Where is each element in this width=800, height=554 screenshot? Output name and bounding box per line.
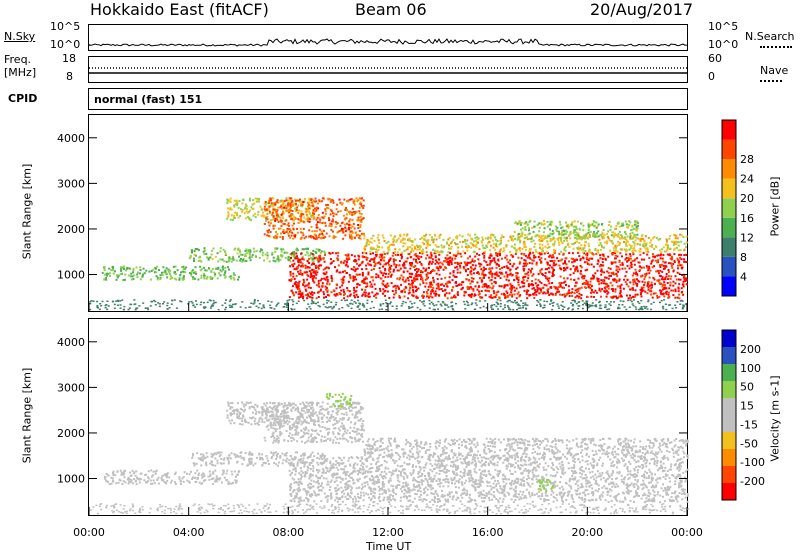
- velocity-colorbar-tick-3: 15: [740, 400, 754, 413]
- power-colorbar-cell-1: [722, 256, 736, 277]
- velocity-region-4: [288, 455, 689, 504]
- velocity-colorbar-tick-5: -50: [740, 437, 758, 450]
- velocity-colorbar-cell-1: [722, 466, 736, 483]
- velocity-colorbar-cell-4: [722, 415, 736, 432]
- velocity-colorbar-cell-0: [722, 483, 736, 500]
- velocity-colorbar-tick-6: -100: [740, 456, 765, 469]
- xtick-label-1: 04:00: [173, 526, 205, 539]
- nsky-panel: [88, 24, 688, 51]
- power-ytick-label-2: 3000: [57, 177, 85, 190]
- xtick-label-3: 12:00: [372, 526, 404, 539]
- nave-tick-top: 60: [708, 52, 722, 65]
- xtick-label-2: 08:00: [272, 526, 304, 539]
- power-region-6: [513, 219, 639, 240]
- xtick-label-5: 20:00: [571, 526, 603, 539]
- power-ytick-label-1: 2000: [57, 223, 85, 236]
- velocity-ytick-label-2: 3000: [57, 381, 85, 394]
- freq-tick-bottom: 8: [66, 70, 73, 83]
- power-colorbar-cell-4: [722, 198, 736, 218]
- time-xlabel: Time UT: [366, 540, 412, 553]
- nsky-label: N.Sky: [4, 30, 36, 43]
- power-ytick-label-0: 1000: [57, 269, 85, 282]
- power-region-0: [101, 265, 240, 281]
- xtick-label-4: 16:00: [472, 526, 504, 539]
- cpid-label: CPID: [8, 92, 38, 105]
- velocity-ytick-label-1: 2000: [57, 427, 85, 440]
- power-region-3: [263, 197, 365, 241]
- date-label: 20/Aug/2017: [590, 0, 694, 19]
- velocity-panel: [88, 318, 688, 516]
- power-colorbar-cell-2: [722, 237, 736, 257]
- nsky-tick-bottom: 10^0: [50, 38, 81, 51]
- nave-tick-bottom: 0: [708, 70, 715, 83]
- power-colorbar-cell-8: [722, 120, 736, 140]
- radar-title: Hokkaido East (fitACF): [90, 0, 269, 19]
- power-region-1: [188, 247, 327, 263]
- power-colorbar-cell-0: [722, 276, 736, 296]
- power-colorbar-cell-7: [722, 139, 736, 160]
- power-colorbar-tick-0: 4: [740, 270, 747, 283]
- power-ground-band: [89, 299, 687, 311]
- freq-label: Freq.: [4, 53, 32, 66]
- nsearch-legend-line: [760, 46, 792, 48]
- power-ytick-label-3: 4000: [57, 132, 85, 145]
- velocity-region-3: [263, 401, 365, 445]
- power-colorbar-frame: [721, 119, 737, 297]
- power-colorbar-tick-6: 28: [740, 153, 754, 166]
- velocity-colorbar-cell-3: [722, 432, 736, 449]
- nave-label: Nave: [760, 64, 789, 77]
- velocity-region-5: [325, 392, 353, 408]
- freq-unit-label: [MHz]: [4, 66, 37, 79]
- freq-panel: [88, 56, 688, 83]
- beam-label: Beam 06: [355, 0, 427, 19]
- velocity-colorbar-tick-0: 200: [740, 343, 761, 356]
- velocity-region-1: [191, 451, 328, 467]
- velocity-colorbar-cell-7: [722, 364, 736, 381]
- nsearch-tick-bottom: 10^0: [708, 38, 739, 51]
- cpid-value: normal (fast) 151: [94, 93, 203, 106]
- velocity-colorbar-cell-6: [722, 381, 736, 398]
- velocity-colorbar-cell-5: [722, 398, 736, 415]
- power-colorbar-tick-1: 8: [740, 251, 747, 264]
- power-colorbar-tick-2: 12: [740, 231, 754, 244]
- cpid-panel: [88, 88, 688, 110]
- power-region-4: [288, 251, 688, 300]
- velocity-colorbar-cell-8: [722, 347, 736, 364]
- velocity-ytick-label-0: 1000: [57, 473, 85, 486]
- velocity-ground-band: [90, 503, 689, 515]
- nsky-tick-top: 10^5: [50, 20, 81, 33]
- velocity-colorbar-tick-7: -200: [740, 475, 765, 488]
- velocity-ytick-label-3: 4000: [57, 336, 85, 349]
- power-region-5: [363, 233, 688, 254]
- nsearch-label: N.Search: [745, 30, 795, 43]
- xtick-label-6: 00:00: [671, 526, 703, 539]
- velocity-colorbar-frame: [721, 329, 737, 501]
- velocity-colorbar-tick-2: 50: [740, 381, 754, 394]
- power-panel: [88, 114, 688, 312]
- velocity-colorbar-cell-9: [722, 330, 736, 347]
- velocity-region-6: [363, 437, 689, 458]
- velocity-colorbar-tick-4: -15: [740, 418, 758, 431]
- power-colorbar-cell-5: [722, 178, 736, 199]
- velocity-colorbar-cell-2: [722, 449, 736, 466]
- velocity-colorbar-tick-1: 100: [740, 362, 761, 375]
- xtick-label-0: 00:00: [73, 526, 105, 539]
- power-colorbar-cell-6: [722, 159, 736, 179]
- power-colorbar-tick-5: 24: [740, 173, 754, 186]
- power-colorbar-tick-4: 20: [740, 192, 754, 205]
- power-colorbar-tick-3: 16: [740, 212, 754, 225]
- nave-legend-line: [760, 80, 782, 82]
- velocity-region-0: [103, 469, 241, 486]
- power-colorbar-cell-3: [722, 217, 736, 238]
- freq-tick-top: 18: [62, 52, 76, 65]
- nsky-trace: [88, 38, 688, 47]
- nsearch-tick-top: 10^5: [708, 20, 739, 33]
- velocity-region-7: [537, 478, 554, 493]
